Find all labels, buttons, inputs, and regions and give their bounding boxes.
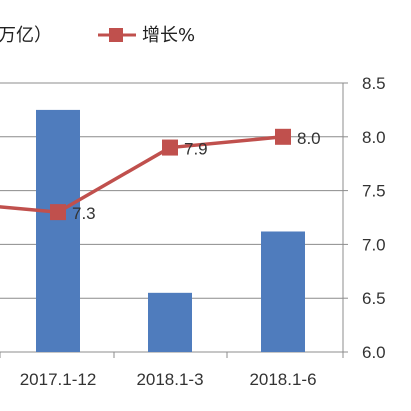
data-label: 7.9 xyxy=(184,140,208,159)
right-axis-tick-label: 8.0 xyxy=(362,128,386,147)
line-series: 7.3 7.9 8.0 xyxy=(0,128,321,223)
line-marker xyxy=(275,128,291,145)
right-axis-tick-label: 8.5 xyxy=(362,74,386,93)
right-axis-ticks: 6.0 6.5 7.0 7.5 8.0 8.5 xyxy=(362,74,386,362)
line-path xyxy=(0,135,284,214)
data-label: 8.0 xyxy=(297,129,321,148)
legend-bar-label: 万亿） xyxy=(0,25,52,46)
line-marker xyxy=(50,204,66,221)
category-label: 2018.1-3 xyxy=(136,370,203,389)
category-axis-labels: 2017.1-12 2018.1-3 2018.1-6 xyxy=(20,370,317,389)
axes xyxy=(0,82,348,358)
category-label: 2018.1-6 xyxy=(249,370,316,389)
legend-line-label: 增长% xyxy=(142,25,195,46)
bar xyxy=(148,292,192,352)
right-axis-tick-label: 7.0 xyxy=(362,235,386,254)
legend-line-marker xyxy=(109,28,123,42)
category-label: 2017.1-12 xyxy=(20,370,97,389)
bar-series xyxy=(36,109,305,353)
data-label: 7.3 xyxy=(72,204,96,223)
bar xyxy=(36,109,80,353)
legend: 万亿） 增长% xyxy=(0,25,195,46)
line-marker xyxy=(162,139,178,156)
bar xyxy=(261,231,305,352)
right-axis-tick-label: 6.0 xyxy=(362,343,386,362)
right-axis-tick-label: 7.5 xyxy=(362,182,386,201)
right-axis-tick-label: 6.5 xyxy=(362,289,386,308)
